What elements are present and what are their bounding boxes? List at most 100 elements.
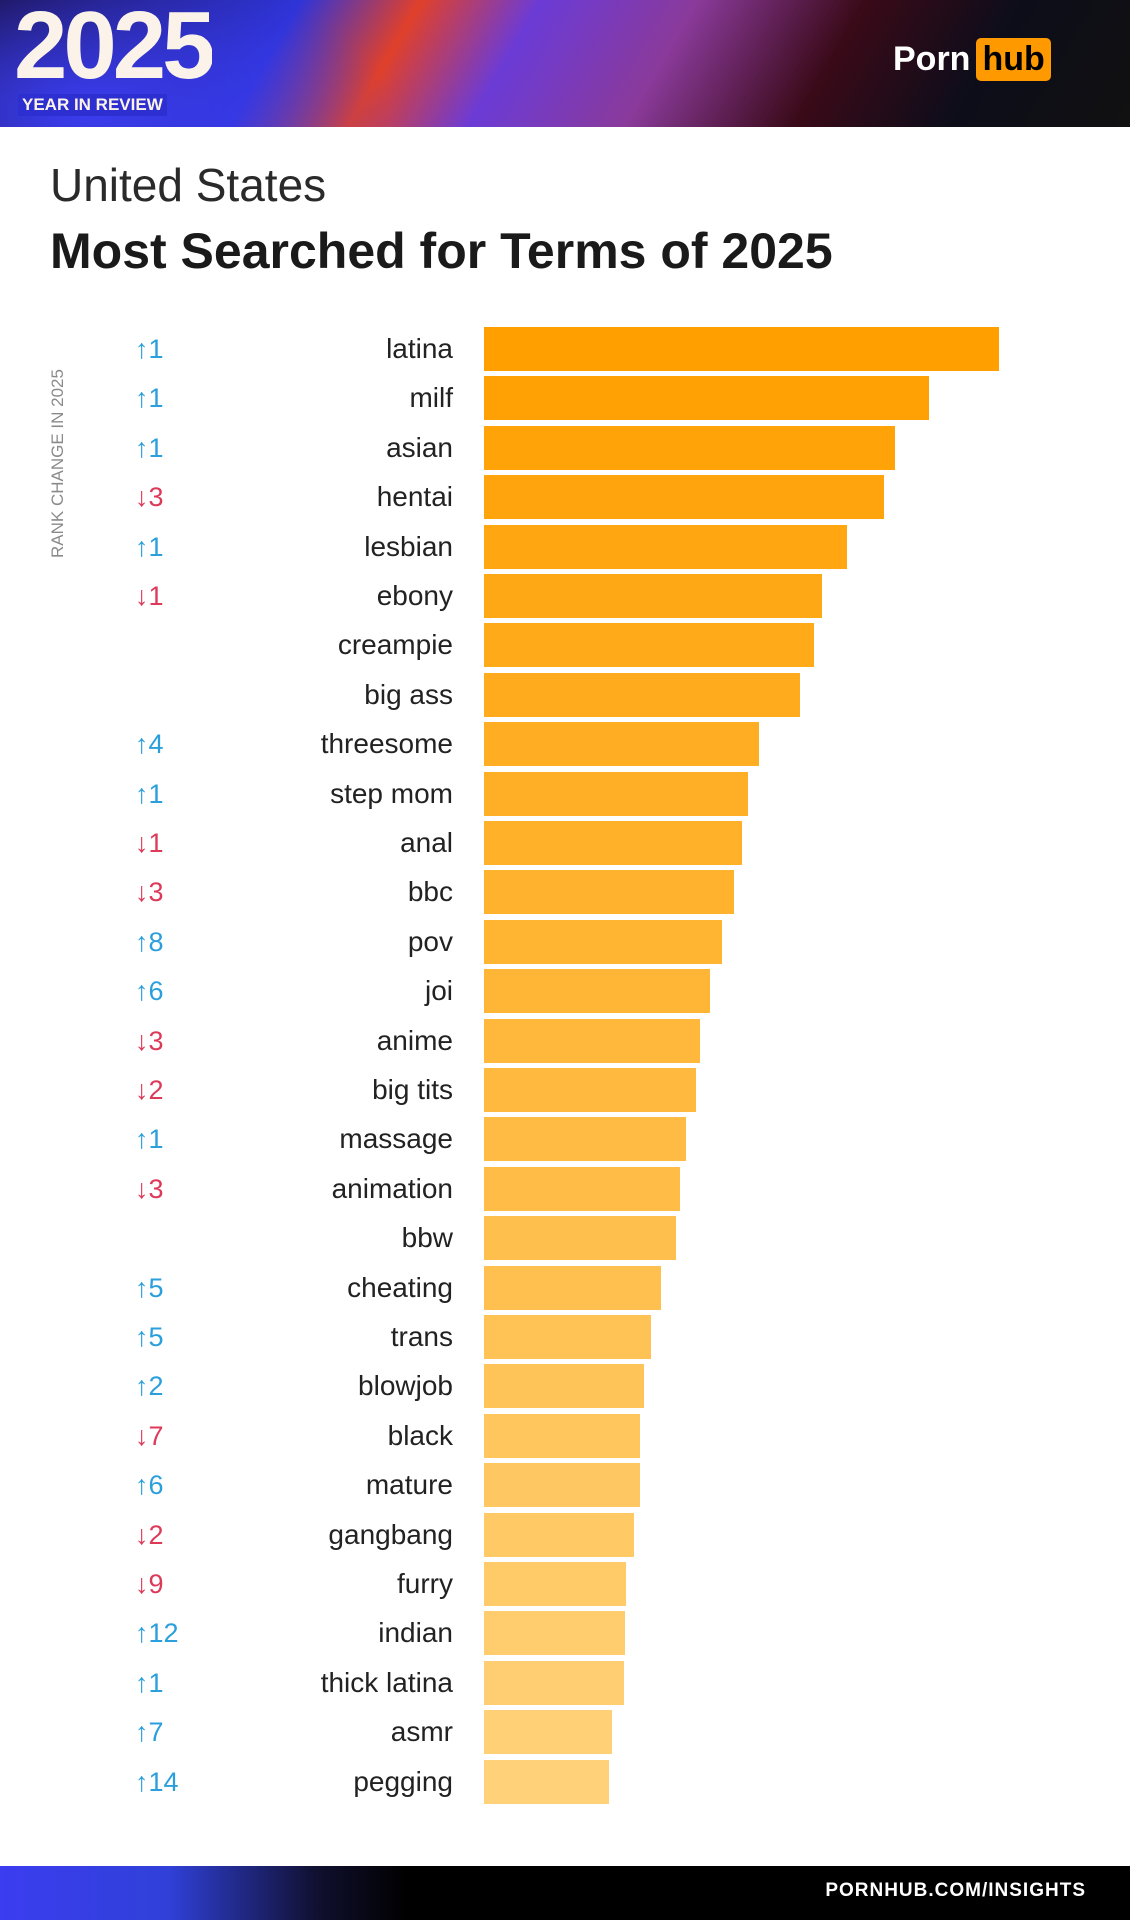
bar <box>484 623 815 668</box>
term-label: cheating <box>347 1271 453 1303</box>
bar-row: ↑1 thick latina <box>0 1660 1130 1705</box>
bar-row: ↓3 animation <box>0 1166 1130 1211</box>
bar-row: creampie <box>0 623 1130 668</box>
bar <box>484 1512 635 1557</box>
year-logo: 2025 <box>14 4 212 88</box>
rank-change-label: ↑1 <box>135 432 164 463</box>
rank-change-label: ↑12 <box>135 1618 179 1649</box>
term-label: milf <box>409 382 453 414</box>
header-banner: 2025 YEAR IN REVIEW Porn hub <box>0 0 1130 127</box>
bar-row: ↓7 black <box>0 1413 1130 1458</box>
footer: PORNHUB.COM/INSIGHTS <box>0 1866 1130 1920</box>
rank-change-label: ↑1 <box>135 531 164 562</box>
term-label: step mom <box>330 777 453 809</box>
bar <box>484 821 742 865</box>
rank-change-label: ↑5 <box>135 1322 164 1352</box>
rank-change-label: ↑6 <box>135 1470 164 1501</box>
bar-row: ↓1 ebony <box>0 574 1130 618</box>
term-label: anime <box>376 1024 453 1056</box>
bar-row: ↑6 mature <box>0 1463 1130 1508</box>
rank-change-label: ↑8 <box>135 926 164 957</box>
term-label: black <box>387 1419 453 1451</box>
term-label: trans <box>390 1321 453 1352</box>
bar-row: ↓3 bbc <box>0 870 1130 915</box>
bar-row: ↑1 step mom <box>0 771 1130 816</box>
rank-change-label: ↑7 <box>135 1717 164 1748</box>
bar <box>484 1463 640 1508</box>
bar-row: ↓3 hentai <box>0 475 1130 520</box>
bar-row: ↑5 cheating <box>0 1265 1130 1310</box>
bar <box>484 376 930 421</box>
bar <box>484 1710 613 1755</box>
bar <box>484 1068 696 1112</box>
bar <box>484 722 759 767</box>
rank-change-label: ↑4 <box>135 729 164 760</box>
term-label: asian <box>386 431 453 463</box>
bar-row: ↑1 massage <box>0 1117 1130 1162</box>
bar <box>484 1018 701 1063</box>
bar-row: ↑12 indian <box>0 1611 1130 1656</box>
term-label: asmr <box>390 1716 453 1748</box>
rank-change-label: ↑5 <box>135 1272 164 1303</box>
bar <box>484 1216 677 1261</box>
brand-logo: Porn hub <box>893 38 1051 81</box>
bar <box>484 919 723 964</box>
term-label: big tits <box>372 1074 453 1105</box>
bar <box>484 1315 652 1359</box>
term-label: bbw <box>401 1222 453 1254</box>
bar-row: ↑6 joi <box>0 969 1130 1014</box>
term-label: ebony <box>376 580 453 611</box>
bar <box>484 574 822 618</box>
bar <box>484 1759 609 1804</box>
term-label: hentai <box>376 481 453 513</box>
bar-row: ↑14 pegging <box>0 1759 1130 1804</box>
bar-row: ↑4 threesome <box>0 722 1130 767</box>
bar-row: bbw <box>0 1216 1130 1261</box>
logo-left: Porn <box>893 40 971 78</box>
bar <box>484 1265 662 1310</box>
term-label: lesbian <box>364 530 453 562</box>
term-label: blowjob <box>358 1370 453 1402</box>
bar-row: ↑1 lesbian <box>0 524 1130 569</box>
rank-change-label: ↑1 <box>135 1667 164 1698</box>
term-label: creampie <box>337 629 453 661</box>
rank-change-label: ↑1 <box>135 1124 164 1155</box>
term-label: furry <box>397 1568 453 1599</box>
rank-change-label: ↓9 <box>135 1569 164 1599</box>
term-label: pov <box>407 925 453 957</box>
bar <box>484 870 734 915</box>
term-label: indian <box>378 1617 453 1649</box>
bar-row: ↑1 asian <box>0 425 1130 470</box>
bar <box>484 771 749 816</box>
footer-url[interactable]: PORNHUB.COM/INSIGHTS <box>825 1880 1086 1901</box>
term-label: thick latina <box>320 1666 453 1698</box>
bar <box>484 475 885 520</box>
chart-title: Most Searched for Terms of 2025 <box>50 223 833 279</box>
rank-change-label: ↓1 <box>135 828 164 858</box>
bar-row: ↑8 pov <box>0 919 1130 964</box>
rank-change-label: ↓3 <box>135 482 164 513</box>
term-label: anal <box>400 827 453 858</box>
region-title: United States <box>50 159 327 211</box>
bar <box>484 1166 680 1211</box>
term-label: massage <box>339 1123 453 1155</box>
term-label: joi <box>424 975 453 1007</box>
bar <box>484 672 800 717</box>
bar-row: ↓1 anal <box>0 821 1130 865</box>
rank-change-label: ↓3 <box>135 1025 164 1056</box>
rank-change-label: ↓3 <box>135 877 164 908</box>
term-label: gangbang <box>328 1518 453 1550</box>
logo-right: hub <box>976 38 1051 81</box>
bar <box>484 524 848 569</box>
bar <box>484 1364 645 1409</box>
bar <box>484 1117 686 1162</box>
rank-change-label: ↑1 <box>135 383 164 414</box>
rank-change-label: ↓1 <box>135 581 164 611</box>
bar <box>484 1611 625 1656</box>
rank-change-label: ↑2 <box>135 1371 164 1402</box>
term-label: bbc <box>407 876 453 908</box>
bar-row: ↑7 asmr <box>0 1710 1130 1755</box>
bar-row: ↑5 trans <box>0 1315 1130 1359</box>
bar-row: ↑1 milf <box>0 376 1130 421</box>
bar-row: ↓9 furry <box>0 1562 1130 1606</box>
